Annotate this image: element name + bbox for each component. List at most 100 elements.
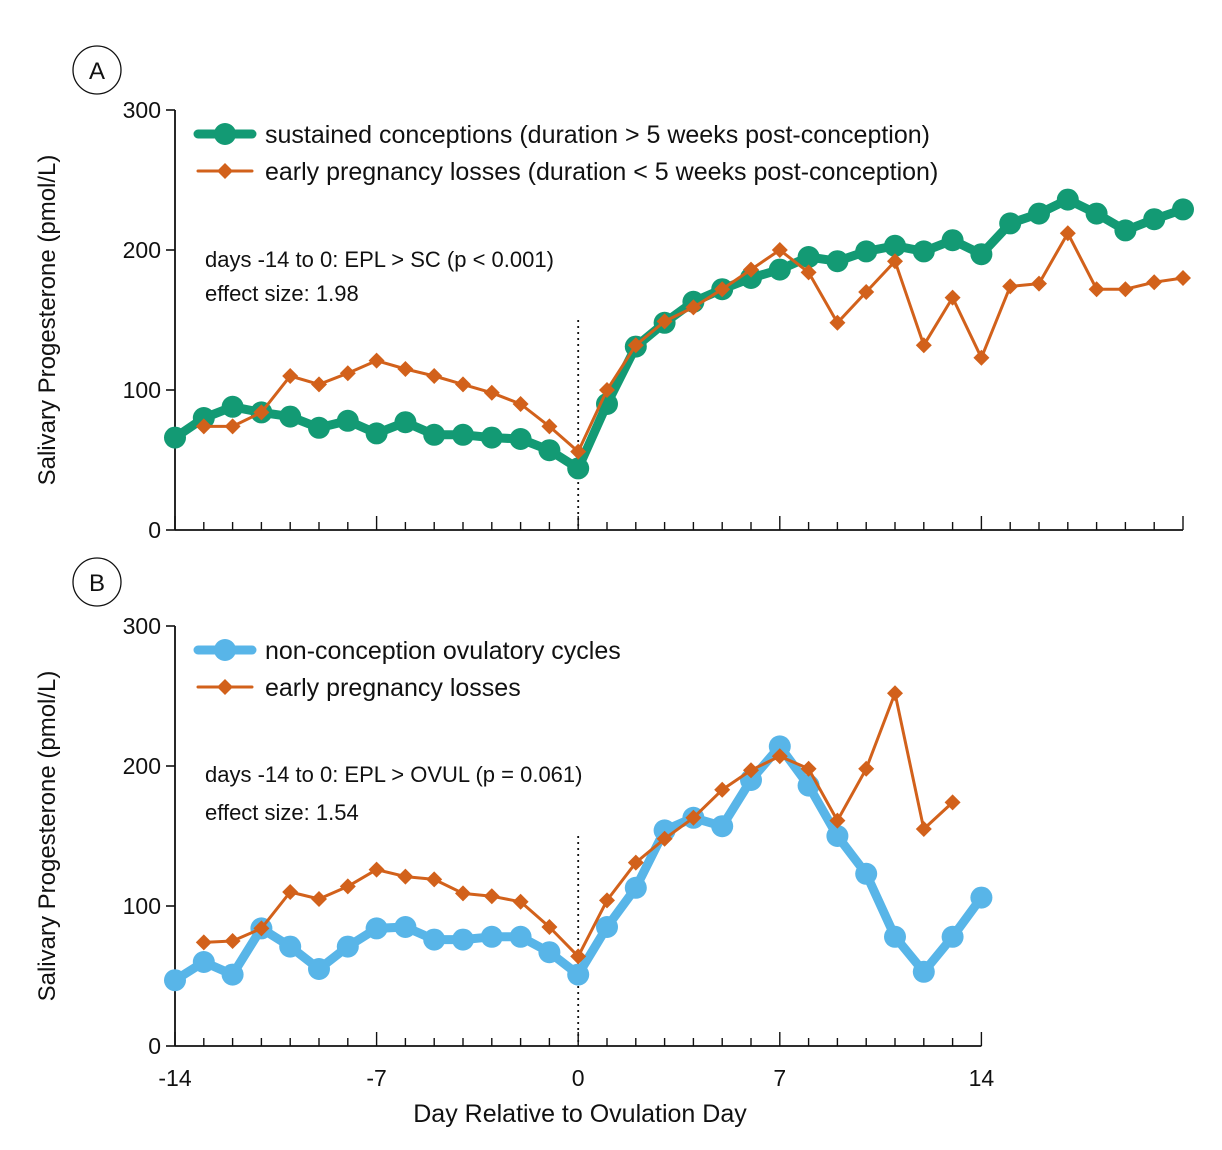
data-point xyxy=(253,404,270,421)
data-point xyxy=(1172,198,1194,221)
y-tick-label: 200 xyxy=(123,237,161,263)
data-point xyxy=(855,240,878,263)
data-point xyxy=(1059,225,1076,242)
data-point xyxy=(195,934,212,951)
legend-label: non-conception ovulatory cycles xyxy=(265,637,621,665)
legend-label: sustained conceptions (duration > 5 week… xyxy=(265,121,930,149)
data-point xyxy=(455,885,471,902)
data-point xyxy=(483,384,500,401)
x-tick-label: -7 xyxy=(366,1065,386,1091)
data-point xyxy=(567,457,590,480)
data-point xyxy=(538,941,561,964)
y-axis-title: Salivary Progesterone (pmol/L) xyxy=(34,671,61,1002)
data-point xyxy=(224,933,241,949)
data-point xyxy=(970,886,993,909)
data-point xyxy=(368,352,385,369)
data-point xyxy=(192,951,215,973)
y-tick-label: 100 xyxy=(123,893,161,919)
data-point xyxy=(509,428,532,450)
data-point xyxy=(912,960,935,983)
data-point xyxy=(855,862,878,885)
data-point xyxy=(887,685,903,702)
data-point xyxy=(999,212,1022,235)
y-tick-label: 0 xyxy=(148,1033,161,1059)
data-point xyxy=(541,418,558,435)
data-point xyxy=(308,416,330,439)
data-point xyxy=(512,893,529,910)
data-point xyxy=(339,878,356,895)
panel-letter: B xyxy=(89,570,105,597)
data-point xyxy=(596,916,618,938)
data-point xyxy=(480,925,503,948)
panel-letter-circle xyxy=(72,557,122,607)
data-point xyxy=(308,958,330,980)
data-point xyxy=(221,963,244,986)
series-epl xyxy=(195,685,961,965)
data-point xyxy=(944,794,961,811)
data-point xyxy=(397,868,414,885)
data-point xyxy=(800,264,817,281)
data-point xyxy=(912,240,935,263)
data-point xyxy=(365,917,388,940)
data-point xyxy=(570,948,587,965)
data-point xyxy=(1028,202,1050,225)
stat-annotation: days -14 to 0: EPL > SC (p < 0.001) xyxy=(205,247,554,272)
data-point xyxy=(768,258,791,281)
data-point xyxy=(336,409,359,432)
data-point xyxy=(1117,281,1134,298)
stat-annotation: effect size: 1.54 xyxy=(205,800,359,825)
data-point xyxy=(1146,274,1163,291)
legend-label: early pregnancy losses (duration < 5 wee… xyxy=(265,158,938,186)
data-point xyxy=(743,762,759,779)
data-point xyxy=(279,405,302,428)
data-point xyxy=(336,935,359,958)
data-point xyxy=(771,242,788,258)
stat-annotation: effect size: 1.98 xyxy=(205,281,359,306)
data-point xyxy=(973,349,990,366)
panel-letter-circle xyxy=(72,45,122,95)
data-point xyxy=(1031,275,1047,292)
data-point xyxy=(311,891,327,907)
data-point xyxy=(164,426,186,449)
series-sc xyxy=(164,188,1194,480)
data-point xyxy=(394,916,417,938)
data-point xyxy=(282,368,299,384)
data-point xyxy=(714,781,731,798)
data-point xyxy=(509,925,532,948)
data-point xyxy=(164,969,186,992)
data-point xyxy=(368,861,385,878)
y-tick-label: 300 xyxy=(123,613,161,639)
data-point xyxy=(423,423,446,446)
data-point xyxy=(480,426,503,449)
x-axis-title: Day Relative to Ovulation Day xyxy=(413,1100,747,1128)
data-point xyxy=(365,422,388,445)
x-tick-label: 14 xyxy=(969,1065,995,1091)
legend-marker-ovul xyxy=(214,639,236,661)
data-point xyxy=(711,815,734,838)
data-point xyxy=(884,925,906,948)
data-point xyxy=(884,234,906,257)
x-tick-label: -14 xyxy=(158,1065,191,1091)
data-point xyxy=(253,920,270,937)
data-point xyxy=(941,229,964,252)
data-point xyxy=(282,884,299,900)
data-point xyxy=(941,925,964,948)
data-point xyxy=(221,395,244,418)
x-tick-label: 0 xyxy=(572,1065,585,1091)
data-point xyxy=(1175,270,1191,286)
data-point xyxy=(512,396,529,412)
data-point xyxy=(567,963,590,986)
data-point xyxy=(599,892,615,909)
data-point xyxy=(426,871,443,888)
data-point xyxy=(858,284,875,300)
y-tick-label: 0 xyxy=(148,517,161,543)
data-point xyxy=(1002,278,1019,295)
data-point xyxy=(1114,219,1137,242)
data-point xyxy=(887,253,903,270)
panel-a: A 0 100 200 300 Salivary Progesterone (pmol/L… xyxy=(34,45,1194,543)
data-point xyxy=(311,376,327,393)
data-point xyxy=(483,888,500,905)
data-point xyxy=(1085,202,1108,225)
data-point xyxy=(624,876,647,899)
y-tick-label: 200 xyxy=(123,753,161,779)
